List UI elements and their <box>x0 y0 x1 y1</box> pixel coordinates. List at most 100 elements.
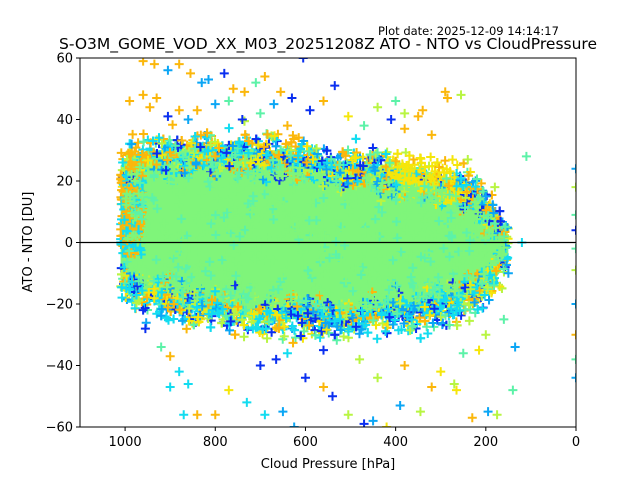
scatter-point <box>127 265 137 275</box>
scatter-point <box>452 300 462 310</box>
scatter-point <box>157 287 167 297</box>
scatter-point <box>262 232 272 242</box>
scatter-point-outlier <box>138 90 148 100</box>
scatter-point-outlier <box>463 154 473 164</box>
scatter-point <box>424 239 434 249</box>
scatter-point <box>196 189 206 199</box>
scatter-point <box>356 270 366 280</box>
scatter-point <box>334 160 344 170</box>
scatter-point <box>152 160 162 170</box>
scatter-point <box>423 328 433 338</box>
scatter-point <box>433 265 443 275</box>
scatter-point-outlier <box>436 367 446 377</box>
scatter-point <box>402 311 412 321</box>
scatter-point <box>471 202 481 212</box>
scatter-point <box>123 148 133 158</box>
scatter-point <box>342 190 352 200</box>
scatter-point <box>376 308 386 318</box>
scatter-point <box>133 281 143 291</box>
scatter-point <box>310 170 320 180</box>
scatter-point <box>261 166 271 176</box>
scatter-point <box>228 141 238 151</box>
scatter-point <box>468 272 478 282</box>
scatter-point <box>172 204 182 214</box>
x-tick-label: 400 <box>383 435 408 450</box>
scatter-point <box>174 245 184 255</box>
scatter-point <box>244 217 254 227</box>
scatter-point <box>276 277 286 287</box>
scatter-point <box>178 178 188 188</box>
scatter-point <box>259 160 269 170</box>
scatter-point <box>204 309 214 319</box>
scatter-point <box>417 193 427 203</box>
scatter-point <box>416 333 426 343</box>
scatter-point <box>299 136 309 146</box>
scatter-point <box>401 225 411 235</box>
scatter-point <box>484 295 494 305</box>
scatter-point <box>198 223 208 233</box>
scatter-point <box>380 299 390 309</box>
scatter-point <box>326 189 336 199</box>
scatter-point <box>232 157 242 167</box>
scatter-point <box>269 131 279 141</box>
scatter-point-outlier <box>440 87 450 97</box>
scatter-point <box>210 151 220 161</box>
scatter-point <box>351 134 361 144</box>
scatter-point-outlier <box>571 354 576 364</box>
scatter-point <box>317 244 327 254</box>
scatter-point <box>385 196 395 206</box>
scatter-point <box>343 197 353 207</box>
scatter-point <box>377 207 387 217</box>
scatter-point <box>499 264 509 274</box>
scatter-point <box>147 193 157 203</box>
scatter-point <box>163 229 173 239</box>
scatter-point-outlier <box>174 105 184 115</box>
scatter-point <box>368 191 378 201</box>
scatter-point <box>136 219 146 229</box>
scatter-point <box>162 155 172 165</box>
scatter-point <box>193 216 203 226</box>
scatter-point <box>136 209 146 219</box>
scatter-point <box>311 215 321 225</box>
scatter-point <box>216 153 226 163</box>
scatter-point <box>319 303 329 313</box>
scatter-point <box>248 298 258 308</box>
scatter-point-outlier <box>174 367 184 377</box>
scatter-point <box>454 237 464 247</box>
scatter-point <box>175 229 185 239</box>
scatter-point <box>318 312 328 322</box>
scatter-point <box>464 316 474 326</box>
scatter-point <box>234 168 244 178</box>
scatter-point <box>222 148 232 158</box>
scatter-point <box>486 260 496 270</box>
scatter-point <box>490 219 500 229</box>
scatter-point <box>443 285 453 295</box>
scatter-point-outlier <box>391 96 401 106</box>
scatter-point <box>363 328 373 338</box>
scatter-point <box>168 253 178 263</box>
scatter-point <box>399 318 409 328</box>
scatter-point <box>140 230 150 240</box>
scatter-point <box>192 302 202 312</box>
y-tick-label: 20 <box>56 175 73 190</box>
scatter-point <box>224 224 234 234</box>
scatter-point <box>348 165 358 175</box>
scatter-point <box>153 274 163 284</box>
scatter-point <box>456 310 466 320</box>
scatter-point <box>470 182 480 192</box>
scatter-point <box>217 255 227 265</box>
scatter-point-outlier <box>343 410 353 420</box>
scatter-point <box>393 162 403 172</box>
scatter-point <box>491 266 501 276</box>
scatter-point <box>136 171 146 181</box>
scatter-point <box>309 267 319 277</box>
scatter-point <box>405 255 415 265</box>
scatter-point <box>165 135 175 145</box>
scatter-point <box>478 303 488 313</box>
scatter-point <box>477 279 487 289</box>
scatter-point <box>254 304 264 314</box>
scatter-point <box>173 262 183 272</box>
scatter-point <box>433 293 443 303</box>
scatter-point <box>279 322 289 332</box>
scatter-point <box>362 173 372 183</box>
